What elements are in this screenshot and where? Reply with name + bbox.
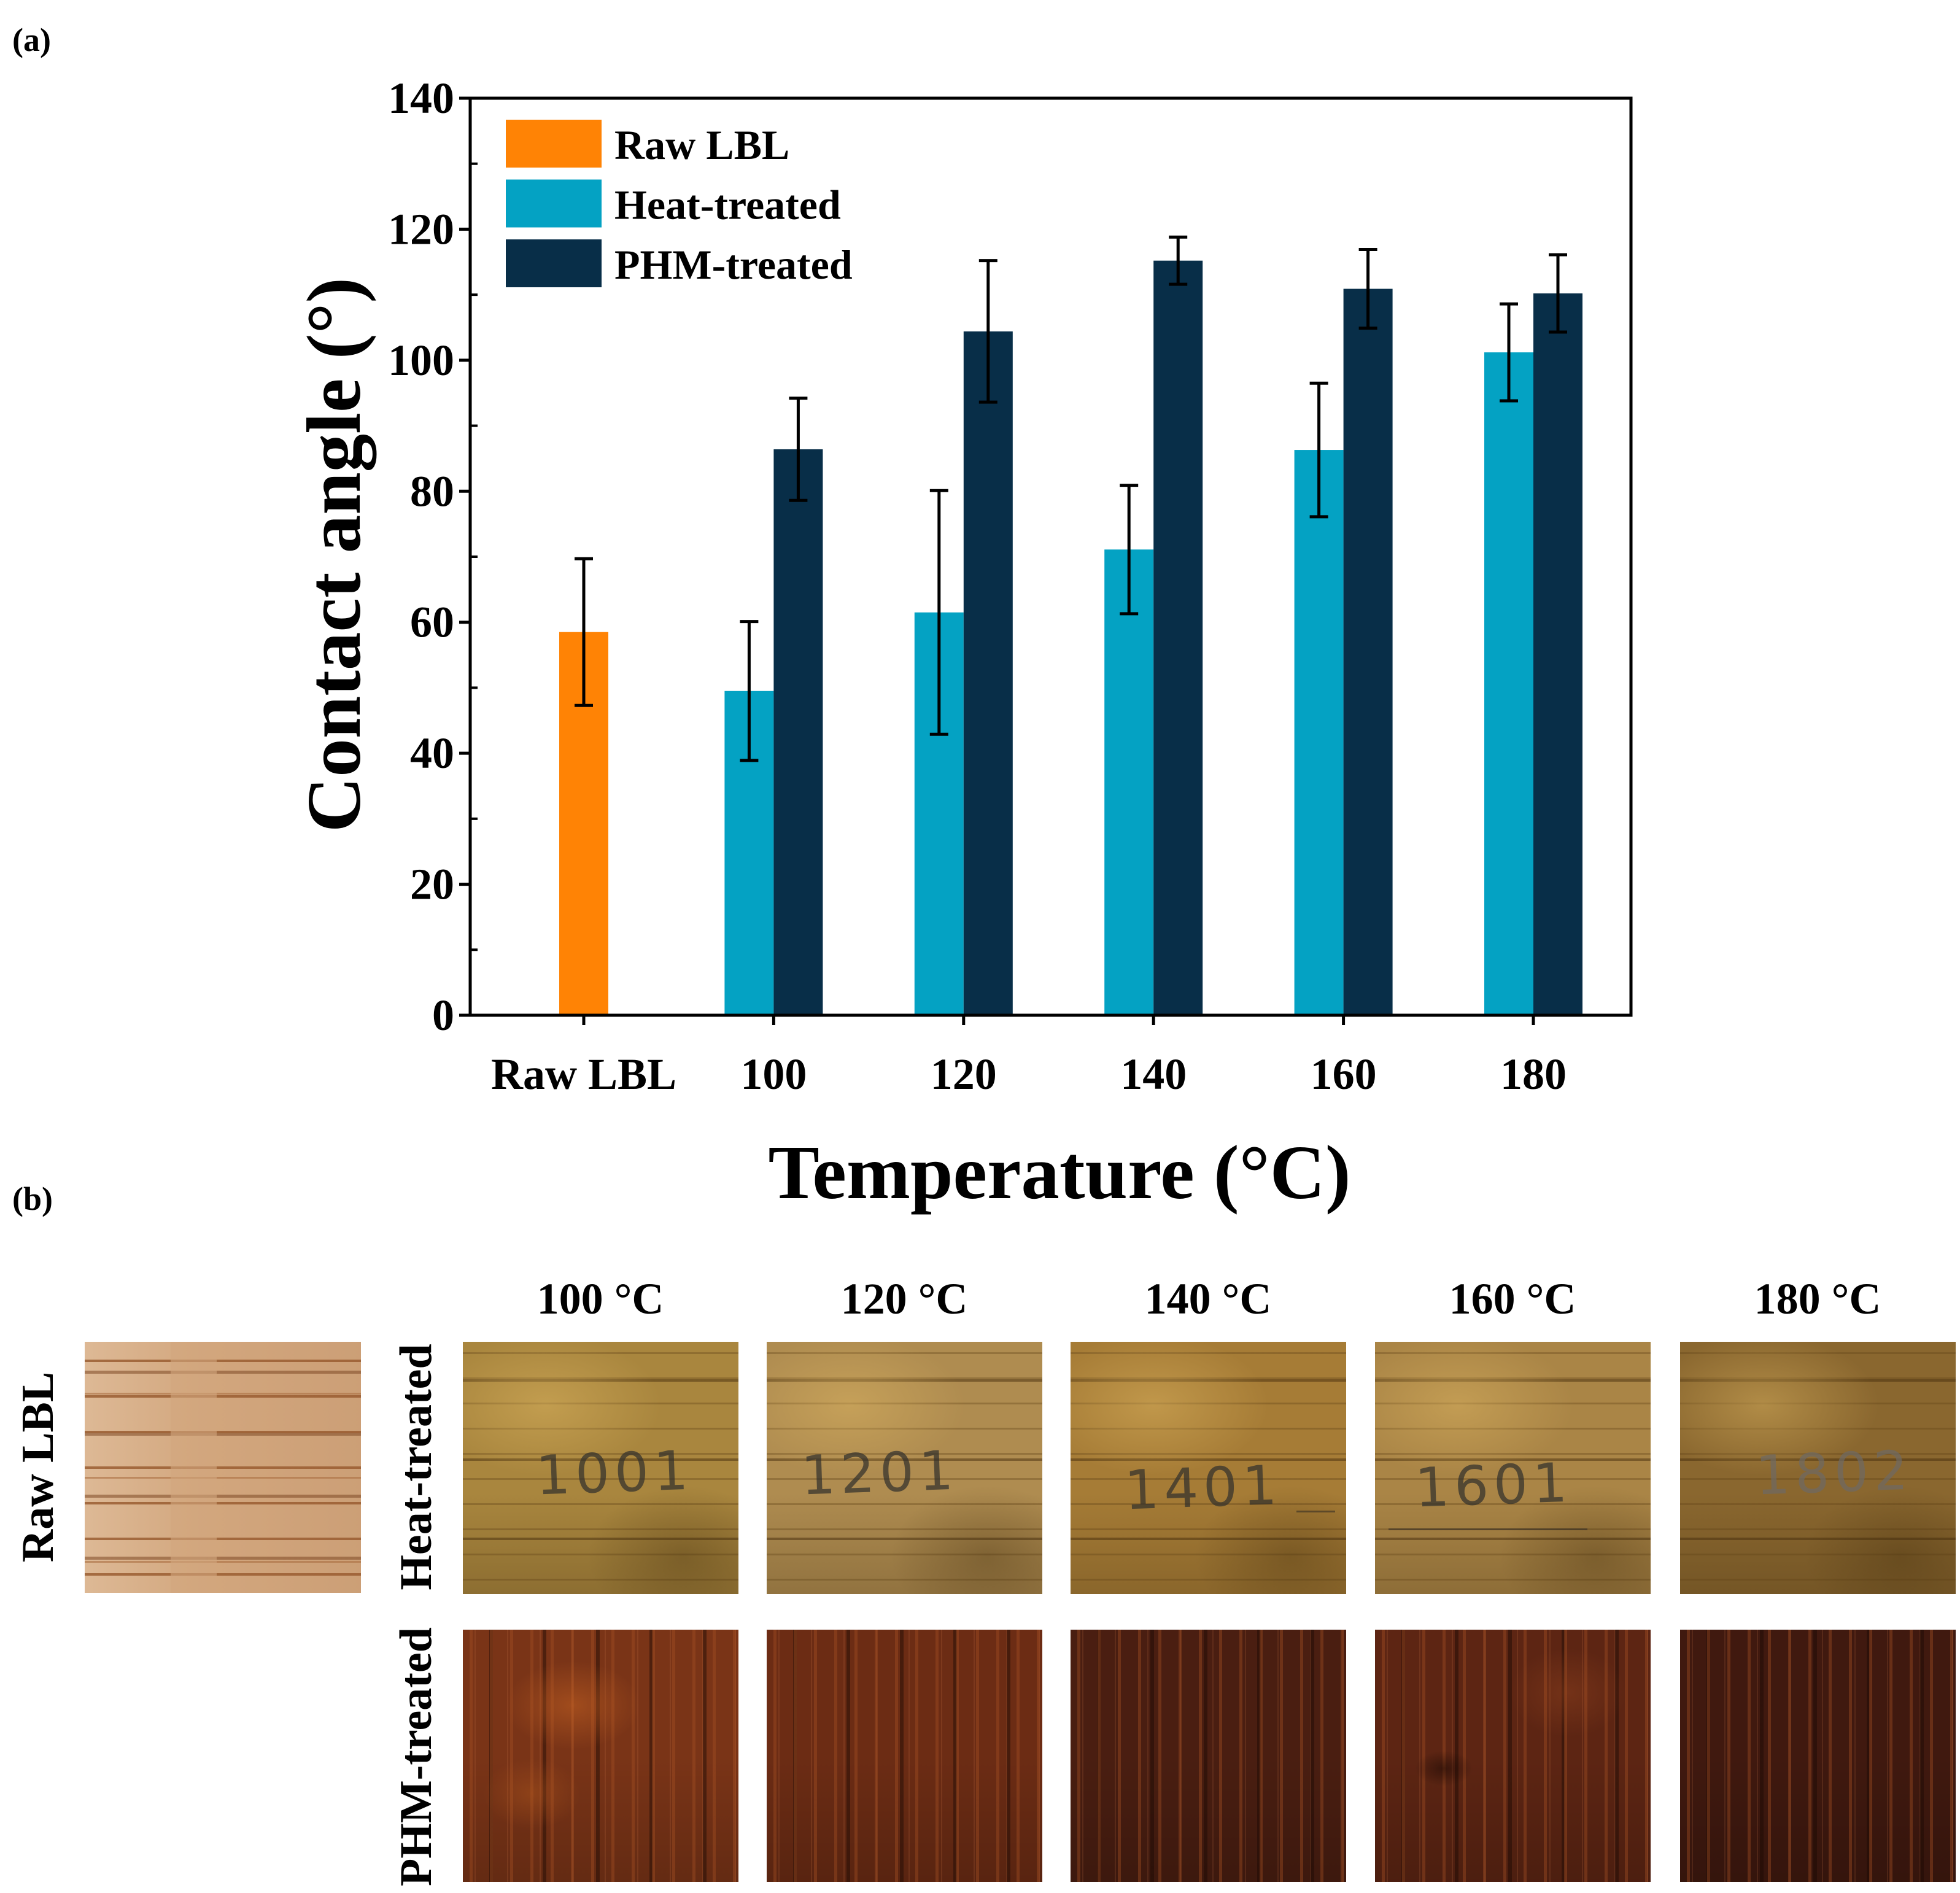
bar-heat-treated-140 (1104, 549, 1154, 1015)
column-header-160: 160 °C (1449, 1274, 1576, 1323)
column-header-100: 100 °C (536, 1274, 664, 1323)
x-tick-label-160: 160 (1311, 1050, 1377, 1099)
y-tick-label: 0 (432, 991, 454, 1040)
x-tick-label-180: 180 (1500, 1050, 1567, 1099)
bar-phm-treated-100 (773, 449, 823, 1015)
column-header-140: 140 °C (1144, 1274, 1272, 1323)
x-tick-label-120: 120 (931, 1050, 997, 1099)
row-label-raw-lbl: Raw LBL (13, 1371, 63, 1563)
photo-phm-treated-160 (1375, 1630, 1651, 1882)
column-header-120: 120 °C (840, 1274, 968, 1323)
x-tick-label-raw-lbl: Raw LBL (491, 1050, 676, 1099)
photo-phm-treated-100 (463, 1630, 738, 1882)
x-axis-title: Temperature (°C) (768, 1131, 1350, 1215)
row-label-phm-treated: PHM-treated (391, 1627, 441, 1886)
photo-phm-treated-140 (1071, 1630, 1346, 1882)
plot-frame (468, 96, 1633, 1017)
sample-mark: 1201 (800, 1438, 959, 1508)
sample-mark: 1802 (1754, 1438, 1915, 1508)
bar-heat-treated-180 (1484, 352, 1533, 1015)
panel-b-label: (b) (12, 1180, 53, 1217)
y-tick-label: 40 (410, 729, 454, 778)
scratch-line (1389, 1528, 1587, 1531)
scratch-line (1296, 1511, 1336, 1513)
row-label-heat-treated: Heat-treated (391, 1344, 441, 1590)
x-tick-label-140: 140 (1120, 1050, 1187, 1099)
photo-phm-treated-120 (767, 1630, 1042, 1882)
y-tick-label: 20 (410, 860, 454, 909)
y-tick-label: 140 (388, 74, 454, 123)
legend-label-raw-lbl: Raw LBL (614, 122, 789, 168)
column-header-180: 180 °C (1754, 1274, 1881, 1323)
bar-phm-treated-120 (963, 331, 1013, 1015)
y-tick-label: 80 (410, 466, 454, 516)
photo-heat-treated-180: 1802 (1680, 1342, 1956, 1594)
legend-swatch-phm-treated (506, 239, 602, 287)
legend-label-heat-treated: Heat-treated (614, 182, 841, 228)
y-tick-label: 60 (410, 598, 454, 647)
y-tick-label: 120 (388, 204, 454, 254)
photo-heat-treated-100: 1001 (463, 1342, 738, 1594)
sample-mark: 1401 (1123, 1453, 1283, 1522)
sample-mark: 1601 (1414, 1450, 1573, 1520)
bar-phm-treated-180 (1533, 293, 1582, 1016)
photo-heat-treated-120: 1201 (767, 1342, 1042, 1594)
photo-heat-treated-160: 1601 (1375, 1342, 1651, 1594)
sample-mark: 1001 (535, 1438, 694, 1508)
photo-raw-lbl (85, 1342, 361, 1593)
bar-phm-treated-140 (1153, 260, 1203, 1016)
bar-phm-treated-160 (1343, 288, 1393, 1015)
legend-swatch-raw-lbl (506, 120, 602, 168)
photo-phm-treated-180 (1680, 1630, 1956, 1882)
panel-a-label: (a) (12, 21, 51, 58)
photo-heat-treated-140: 1401 (1071, 1342, 1346, 1594)
y-axis-title: Contact angle (°) (292, 277, 377, 832)
legend-label-phm-treated: PHM-treated (614, 241, 853, 288)
legend-swatch-heat-treated (506, 179, 602, 228)
y-tick-label: 100 (388, 336, 454, 385)
bar-heat-treated-160 (1294, 450, 1344, 1015)
contact-angle-bar-chart: 0 20 40 60 80 100 120 140 Raw LBL 100 120 140 160 180… (292, 74, 1633, 1215)
x-tick-label-100: 100 (740, 1050, 807, 1099)
